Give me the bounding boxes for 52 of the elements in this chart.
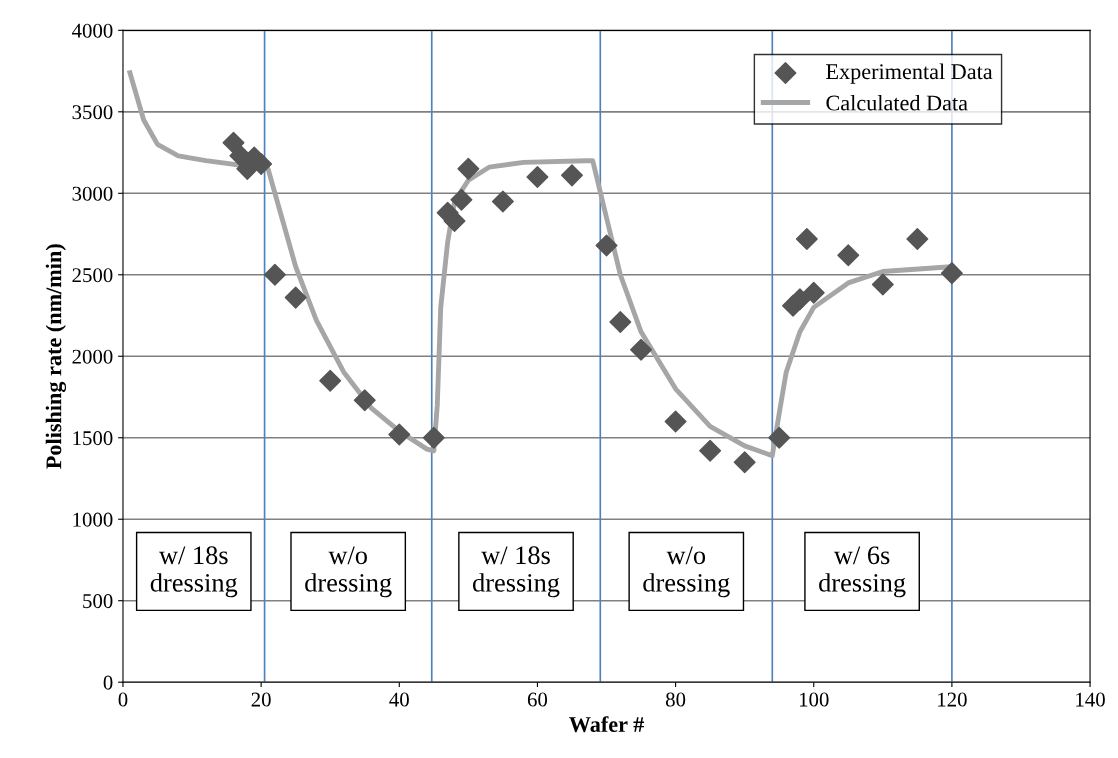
x-axis-title: Wafer # bbox=[569, 716, 644, 733]
point bbox=[871, 273, 894, 296]
point bbox=[733, 451, 756, 474]
y-axis-title: Polishing rate (nm/min) bbox=[45, 244, 67, 469]
point bbox=[353, 389, 376, 412]
y-tick-label: 1000 bbox=[73, 512, 113, 527]
point bbox=[630, 338, 653, 361]
point bbox=[837, 244, 860, 267]
point bbox=[450, 188, 473, 211]
point bbox=[906, 227, 929, 250]
point bbox=[457, 157, 480, 180]
legend-label: Calculated Data bbox=[826, 94, 968, 111]
point bbox=[609, 311, 632, 334]
x-tick-label: 120 bbox=[938, 692, 967, 707]
y-tick-label: 2000 bbox=[72, 349, 113, 364]
point bbox=[422, 426, 445, 449]
y-tick-label: 3000 bbox=[72, 186, 113, 201]
point bbox=[795, 227, 818, 250]
annotation: w/ 6s dressing bbox=[819, 546, 906, 598]
y-tick-label: 0 bbox=[103, 675, 113, 690]
point bbox=[526, 165, 549, 188]
point bbox=[664, 410, 687, 433]
y-tick-label: 500 bbox=[83, 594, 113, 609]
point bbox=[284, 286, 307, 309]
point bbox=[802, 281, 825, 304]
annotation: w/o dressing bbox=[305, 546, 392, 598]
x-tick-label: 80 bbox=[665, 692, 686, 707]
y-tick-label: 2500 bbox=[72, 268, 113, 283]
annotation: w/o dressing bbox=[643, 546, 730, 598]
point bbox=[788, 288, 811, 311]
annotation: w/ 18s dressing bbox=[150, 546, 238, 598]
point bbox=[768, 426, 791, 449]
x-tick-label: 20 bbox=[251, 692, 271, 707]
x-tick-label: 0 bbox=[118, 692, 128, 707]
x-tick-label: 140 bbox=[1076, 692, 1105, 707]
point bbox=[940, 262, 963, 285]
point bbox=[560, 164, 583, 187]
point bbox=[222, 131, 245, 154]
point bbox=[319, 369, 342, 392]
point bbox=[491, 190, 514, 213]
point bbox=[595, 234, 618, 257]
annotation: w/ 18s dressing bbox=[473, 546, 560, 598]
point bbox=[388, 423, 411, 446]
point bbox=[263, 263, 286, 286]
legend-label: Experimental Data bbox=[826, 63, 993, 84]
x-tick-label: 40 bbox=[389, 692, 409, 707]
x-tick-label: 60 bbox=[527, 692, 548, 707]
y-tick-label: 4000 bbox=[72, 23, 113, 38]
point bbox=[699, 439, 722, 462]
y-tick-label: 3500 bbox=[72, 105, 113, 120]
y-tick-label: 1500 bbox=[73, 431, 113, 446]
x-tick-label: 100 bbox=[799, 692, 829, 707]
